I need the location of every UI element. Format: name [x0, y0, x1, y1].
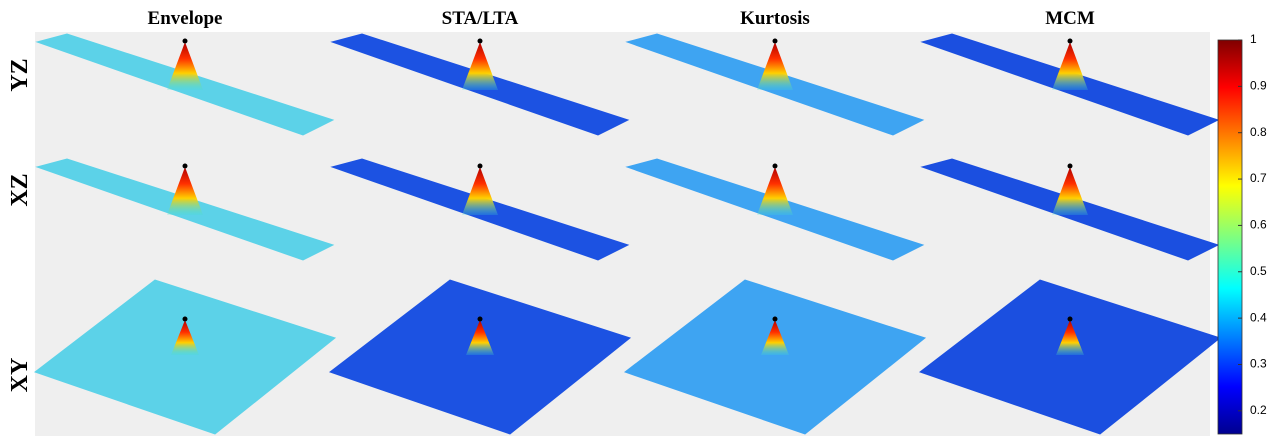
colorbar-tick-label: 0.3: [1250, 357, 1267, 371]
peak-marker: [478, 317, 483, 322]
colorbar-tick-label: 0.7: [1250, 171, 1267, 185]
peak-marker: [478, 164, 483, 169]
peak-marker: [1068, 164, 1073, 169]
row-label: XZ: [7, 173, 33, 206]
peak-marker: [183, 39, 188, 44]
colorbar-tick-label: 0.4: [1250, 310, 1267, 324]
figure: Envelope STA/LTA Kurtosis MCM YZ XZ XY 0.2 0.3 0.…: [0, 0, 1277, 436]
peak-marker: [183, 164, 188, 169]
peak-marker: [773, 39, 778, 44]
peak-marker: [773, 317, 778, 322]
colorbar-tick-label: 0.5: [1250, 264, 1267, 278]
column-title: MCM: [1045, 8, 1095, 29]
colorbar-tick-label: 0.6: [1250, 218, 1267, 232]
column-title: STA/LTA: [442, 8, 519, 29]
colorbar-tick-label: 0.2: [1250, 403, 1267, 417]
peak-marker: [1068, 39, 1073, 44]
row-label: YZ: [7, 58, 33, 91]
colorbar-tick-label: 1: [1250, 32, 1257, 46]
colorbar-tick-label: 0.9: [1250, 79, 1267, 93]
peak-marker: [773, 164, 778, 169]
peak-marker: [183, 317, 188, 322]
peak-marker: [1068, 317, 1073, 322]
column-title: Envelope: [148, 8, 223, 29]
peak-marker: [478, 39, 483, 44]
colorbar: [1218, 40, 1242, 434]
row-label: XY: [7, 358, 33, 393]
colorbar-tick-label: 0.8: [1250, 125, 1267, 139]
column-title: Kurtosis: [740, 8, 810, 29]
